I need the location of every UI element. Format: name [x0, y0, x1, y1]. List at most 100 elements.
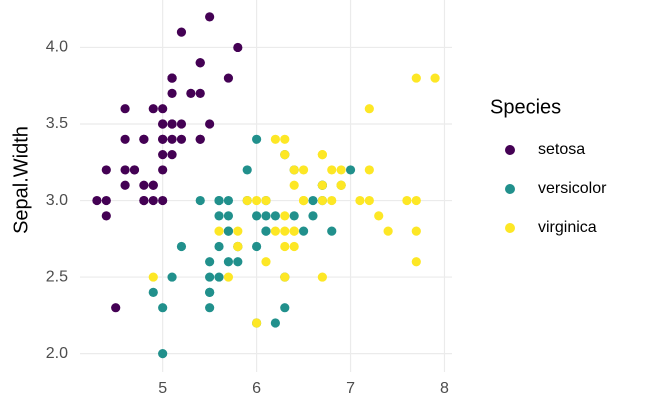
legend-swatch: [505, 184, 515, 194]
point: [280, 241, 290, 252]
point: [148, 287, 158, 297]
point: [355, 195, 365, 206]
point: [223, 211, 234, 221]
point: [120, 104, 130, 114]
point: [252, 211, 262, 221]
point: [167, 134, 177, 144]
point: [205, 12, 215, 22]
point: [270, 318, 280, 328]
point: [374, 211, 384, 221]
point: [139, 134, 149, 144]
point: [205, 287, 215, 297]
point: [167, 150, 177, 160]
point: [336, 165, 346, 175]
point: [139, 195, 149, 206]
point: [317, 180, 327, 190]
point: [345, 165, 356, 175]
point: [298, 226, 309, 236]
point: [411, 195, 421, 206]
legend-label: setosa: [538, 141, 585, 158]
point: [223, 73, 234, 83]
point: [158, 119, 168, 129]
point: [280, 150, 290, 160]
point: [148, 195, 158, 206]
point: [214, 241, 224, 252]
point: [158, 134, 168, 144]
point: [214, 272, 224, 282]
point: [233, 42, 243, 53]
point: [298, 195, 309, 206]
point: [195, 58, 205, 68]
point: [195, 88, 205, 98]
point: [167, 272, 177, 282]
point: [261, 257, 271, 267]
y-tick-label: 3.0: [46, 192, 68, 209]
point: [167, 88, 177, 98]
legend-label: versicolor: [538, 180, 607, 197]
point: [364, 165, 374, 175]
point: [195, 134, 205, 144]
x-tick-label: 6: [252, 380, 261, 397]
point: [270, 134, 280, 144]
point: [430, 73, 440, 83]
point: [327, 226, 337, 236]
legend-swatch: [505, 145, 515, 155]
x-tick-label: 5: [158, 380, 167, 397]
y-tick-label: 4.0: [46, 39, 68, 56]
point: [242, 195, 252, 206]
y-tick-label: 2.5: [46, 268, 68, 285]
points: [92, 12, 440, 359]
y-tick-label: 3.5: [46, 115, 68, 132]
point: [148, 104, 158, 114]
point: [383, 226, 393, 236]
point: [214, 226, 224, 236]
point: [280, 272, 290, 282]
grid: [80, 0, 452, 372]
point: [411, 257, 421, 267]
point: [252, 195, 262, 206]
legend-title: Species: [490, 96, 561, 118]
point: [158, 349, 168, 359]
point: [308, 211, 318, 221]
point: [364, 104, 374, 114]
x-tick-label: 8: [440, 380, 449, 397]
point: [92, 195, 102, 206]
point: [148, 180, 158, 190]
point: [317, 150, 327, 160]
point: [289, 180, 299, 190]
y-axis-label: Sepal.Width: [10, 126, 32, 234]
point: [158, 165, 168, 175]
point: [308, 195, 318, 206]
point: [223, 257, 234, 267]
point: [402, 195, 412, 206]
point: [280, 211, 290, 221]
point: [289, 165, 299, 175]
point: [233, 241, 243, 252]
point: [101, 195, 111, 206]
point: [280, 303, 290, 313]
y-tick-label: 2.0: [46, 345, 68, 362]
point: [176, 119, 187, 129]
point: [223, 226, 234, 236]
point: [101, 165, 111, 175]
point: [327, 165, 337, 175]
point: [289, 211, 299, 221]
point: [261, 195, 271, 206]
point: [158, 150, 168, 160]
point: [158, 195, 168, 206]
point: [336, 180, 346, 190]
point: [411, 226, 421, 236]
point: [139, 180, 149, 190]
point: [205, 303, 215, 313]
point: [261, 211, 271, 221]
point: [252, 318, 262, 328]
point: [120, 165, 130, 175]
point: [158, 104, 168, 114]
point: [205, 272, 215, 282]
point: [270, 211, 280, 221]
point: [252, 241, 262, 252]
point: [289, 226, 299, 236]
point: [280, 134, 290, 144]
point: [120, 180, 130, 190]
